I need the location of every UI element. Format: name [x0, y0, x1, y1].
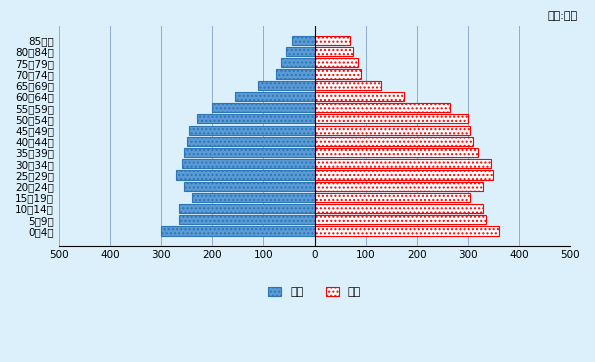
Bar: [315, 70, 361, 79]
Bar: [315, 114, 468, 123]
Bar: [258, 81, 315, 90]
Bar: [192, 193, 315, 202]
Bar: [184, 148, 315, 157]
Bar: [286, 47, 315, 56]
Bar: [315, 215, 486, 224]
Bar: [292, 36, 315, 45]
Bar: [315, 171, 493, 180]
Bar: [315, 92, 404, 101]
Bar: [315, 226, 499, 236]
Bar: [315, 137, 473, 146]
Bar: [179, 215, 315, 224]
Bar: [315, 159, 491, 168]
Bar: [212, 103, 315, 112]
Text: 単位:万人: 単位:万人: [547, 11, 577, 21]
Bar: [197, 114, 315, 123]
Bar: [235, 92, 315, 101]
Bar: [181, 159, 315, 168]
Bar: [179, 204, 315, 213]
Bar: [315, 47, 353, 56]
Bar: [315, 81, 381, 90]
Bar: [315, 126, 471, 135]
Bar: [177, 171, 315, 180]
Legend: 男性, 女性: 男性, 女性: [264, 282, 365, 302]
Bar: [161, 226, 315, 236]
Bar: [315, 103, 450, 112]
Bar: [189, 126, 315, 135]
Bar: [315, 193, 471, 202]
Bar: [187, 137, 315, 146]
Bar: [315, 58, 358, 67]
Bar: [315, 148, 478, 157]
Bar: [281, 58, 315, 67]
Bar: [184, 181, 315, 191]
Bar: [315, 36, 350, 45]
Bar: [276, 70, 315, 79]
Bar: [315, 181, 483, 191]
Bar: [315, 204, 483, 213]
